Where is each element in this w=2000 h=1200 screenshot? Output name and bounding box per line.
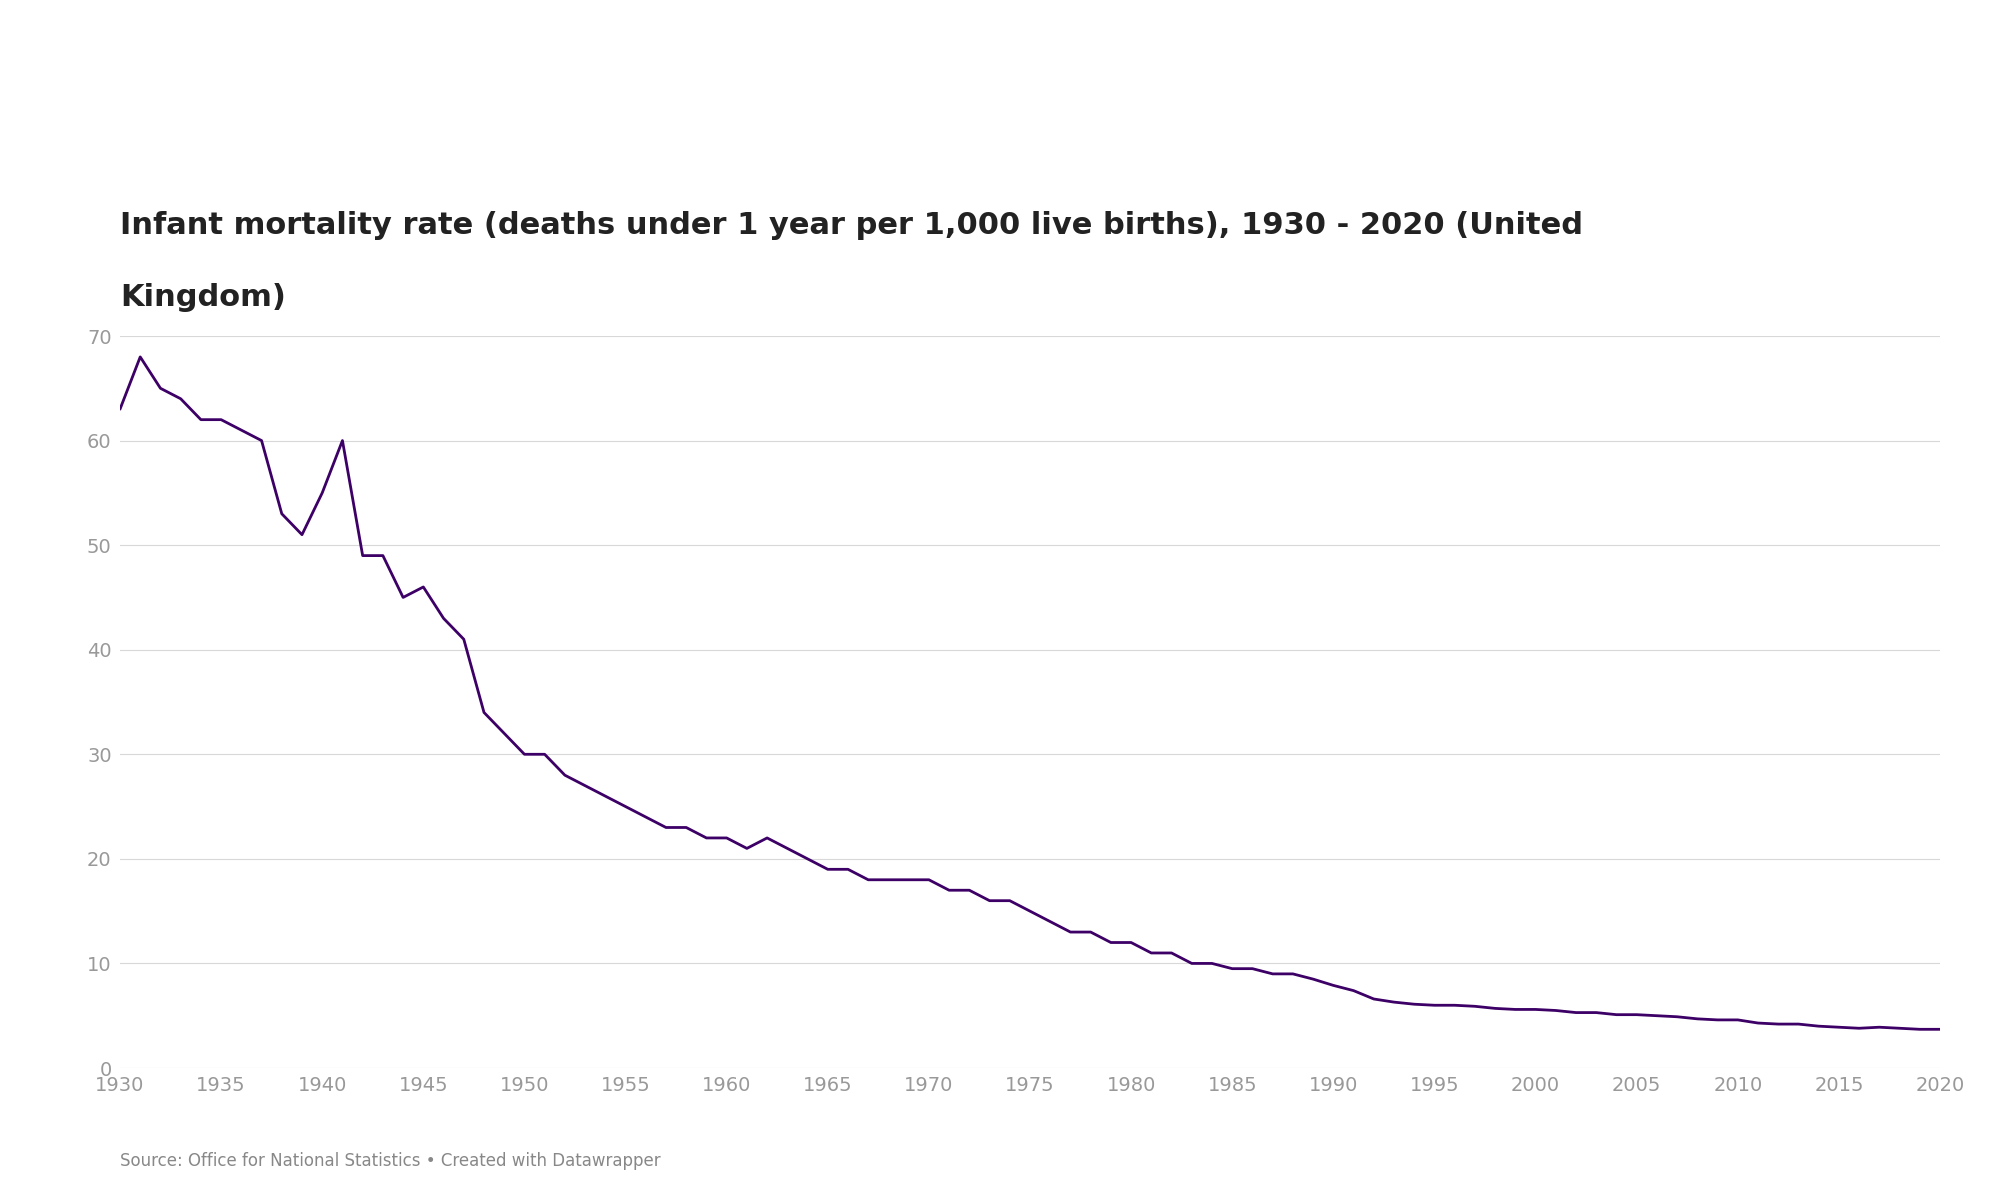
Text: Source: Office for National Statistics • Created with Datawrapper: Source: Office for National Statistics •…: [120, 1152, 660, 1170]
Text: Infant mortality rate (deaths under 1 year per 1,000 live births), 1930 - 2020 (: Infant mortality rate (deaths under 1 ye…: [120, 211, 1584, 240]
Text: Kingdom): Kingdom): [120, 283, 286, 312]
